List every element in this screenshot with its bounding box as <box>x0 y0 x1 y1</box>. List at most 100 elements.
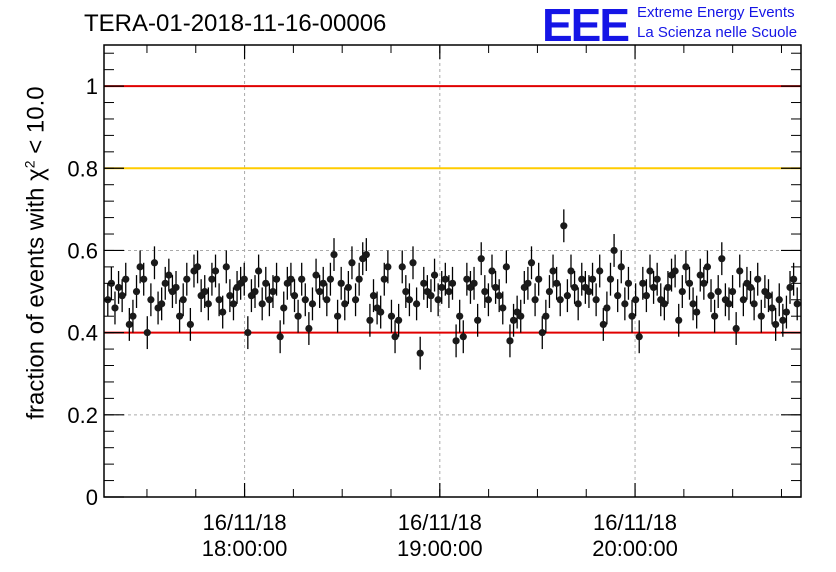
data-marker <box>269 287 277 296</box>
data-point <box>553 266 561 300</box>
data-point <box>718 242 726 276</box>
data-marker <box>624 279 633 287</box>
logo-caption: Extreme Energy Events La Scienza nelle S… <box>637 3 797 43</box>
data-point <box>596 254 604 288</box>
data-marker <box>298 275 306 283</box>
y-tick-label: 0 <box>86 485 98 510</box>
data-marker <box>312 271 320 279</box>
data-point <box>790 262 798 296</box>
data-point <box>125 307 133 341</box>
data-marker <box>351 296 360 304</box>
data-point <box>251 275 259 308</box>
x-tick-label-time: 19:00:00 <box>397 536 483 561</box>
data-marker <box>646 267 654 275</box>
data-point <box>585 275 593 308</box>
data-point <box>219 295 227 329</box>
data-point <box>114 271 123 304</box>
data-point <box>351 283 360 317</box>
data-point <box>527 246 536 280</box>
data-point <box>728 275 737 308</box>
data-marker <box>707 292 715 300</box>
data-point <box>186 307 194 341</box>
data-marker <box>664 283 672 292</box>
data-marker <box>782 308 791 316</box>
data-point <box>474 303 482 337</box>
data-point <box>535 262 543 296</box>
data-point <box>782 295 791 329</box>
data-point <box>567 254 575 288</box>
data-point <box>132 275 141 308</box>
data-marker <box>463 275 471 283</box>
y-axis-label-suffix: < 10.0 <box>22 86 50 161</box>
data-point <box>377 295 385 329</box>
data-marker <box>456 312 464 320</box>
data-point <box>294 299 302 333</box>
data-marker <box>427 292 435 300</box>
data-point <box>761 275 769 308</box>
data-point <box>183 262 191 296</box>
data-point <box>438 271 446 304</box>
data-point <box>463 262 471 296</box>
data-point <box>387 299 396 333</box>
data-marker <box>703 263 712 271</box>
data-marker <box>772 320 780 329</box>
data-marker <box>290 292 299 300</box>
data-marker <box>452 337 460 345</box>
data-marker <box>588 275 597 283</box>
data-point <box>614 279 622 313</box>
data-marker <box>732 324 740 333</box>
data-marker <box>728 287 737 296</box>
data-marker <box>193 263 202 271</box>
data-point <box>143 316 151 350</box>
data-point <box>509 303 518 337</box>
data-point <box>563 279 572 313</box>
data-point <box>269 275 277 308</box>
data-marker <box>384 263 392 271</box>
data-point <box>531 283 539 317</box>
data-point <box>736 254 744 288</box>
data-point <box>621 287 629 321</box>
data-point <box>330 238 338 271</box>
axis-layer: 00.20.40.60.8116/11/1818:00:0016/11/1819… <box>67 45 801 561</box>
data-point <box>703 250 712 284</box>
data-marker <box>118 292 126 300</box>
data-point <box>416 336 424 370</box>
data-point <box>308 287 317 321</box>
data-point <box>499 291 507 325</box>
data-point <box>646 254 654 288</box>
data-point <box>491 271 500 304</box>
data-point <box>355 262 363 296</box>
data-point <box>689 287 697 321</box>
data-point <box>452 324 460 358</box>
data-marker <box>632 296 640 304</box>
data-marker <box>369 292 378 300</box>
data-marker <box>689 300 697 308</box>
data-marker <box>484 296 493 304</box>
y-tick-label: 1 <box>86 74 98 99</box>
data-marker <box>301 296 309 304</box>
data-point <box>754 262 762 296</box>
data-point <box>632 283 640 317</box>
data-point <box>545 275 554 308</box>
data-marker <box>395 316 403 324</box>
data-point <box>179 283 187 317</box>
data-marker <box>416 349 424 357</box>
data-point <box>190 254 198 288</box>
data-marker <box>610 246 618 255</box>
data-point <box>344 271 352 304</box>
data-marker <box>495 292 503 300</box>
data-point <box>635 320 643 354</box>
data-marker <box>556 296 564 304</box>
data-point <box>226 279 234 313</box>
data-marker <box>617 263 625 271</box>
data-marker <box>158 300 166 308</box>
data-marker <box>132 287 141 296</box>
data-marker <box>502 263 510 271</box>
data-point <box>427 279 435 313</box>
data-point <box>682 250 690 284</box>
data-point <box>721 283 729 317</box>
data-marker <box>147 296 155 304</box>
data-point <box>208 262 216 296</box>
logo-caption-line1: Extreme Energy Events <box>637 4 795 21</box>
data-point <box>524 266 532 300</box>
